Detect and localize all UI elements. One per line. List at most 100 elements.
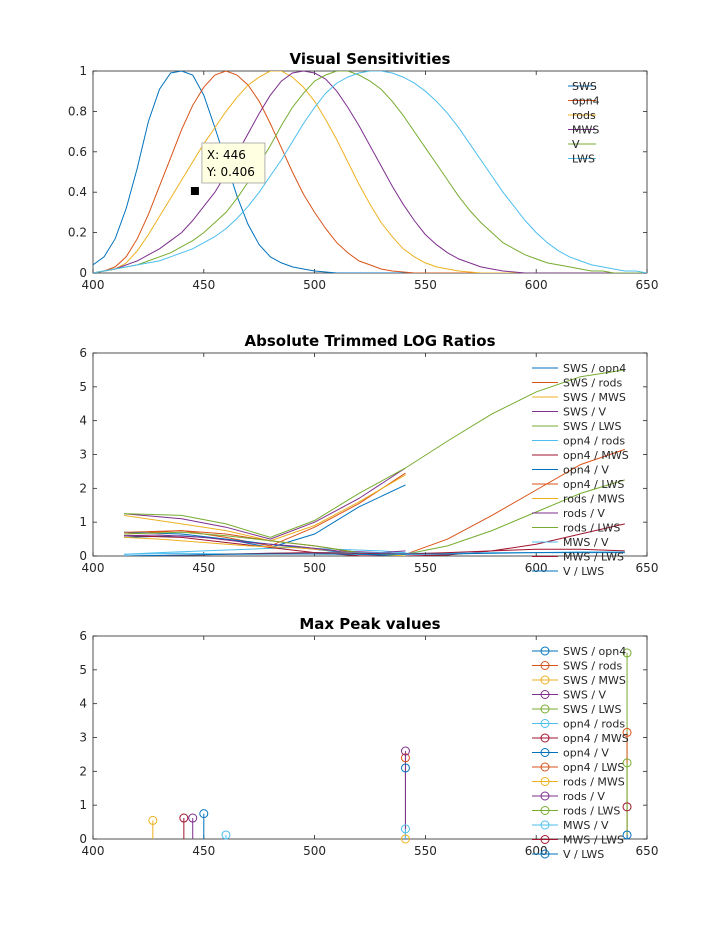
stem-marker: [400, 824, 410, 834]
legend-item: SWS / opn4: [532, 362, 626, 375]
legend-item: V / LWS: [532, 848, 604, 861]
legend-item: SWS / rods: [532, 377, 623, 390]
stem-marker: [400, 763, 410, 773]
y-tick-label: 0: [79, 832, 87, 846]
y-tick-label: 0.8: [68, 104, 87, 118]
legend-item: LWS: [568, 153, 596, 166]
legend-label: rods: [572, 109, 596, 122]
legend-item: opn4: [568, 95, 600, 108]
legend-label: SWS / LWS: [563, 703, 622, 716]
legend-label: V: [572, 138, 580, 151]
series-line: [93, 71, 647, 273]
axes-1: Visual Sensitivities 400 450 500 550 600 650 0 0…: [68, 50, 659, 292]
legend-label: rods / V: [563, 507, 605, 520]
stem-marker: [148, 815, 158, 825]
y-tick-label: 2: [79, 481, 87, 495]
legend-label: SWS / rods: [563, 377, 623, 390]
legend-marker: [540, 690, 550, 699]
legend-marker: [540, 791, 550, 801]
legend-item: rods / LWS: [532, 522, 620, 535]
stem-marker: [179, 813, 189, 823]
legend-label: MWS / V: [563, 536, 609, 549]
legend-label: opn4 / MWS: [563, 449, 629, 462]
series-group: [152, 652, 628, 839]
legend-marker: [540, 762, 550, 772]
y-tick-label: 1: [79, 798, 87, 812]
legend-item: SWS / opn4: [532, 645, 626, 658]
legend-item: rods / MWS: [532, 776, 625, 789]
legend-item: rods / MWS: [532, 493, 625, 506]
legend-item: SWS: [568, 80, 597, 93]
x-tick-label: 500: [303, 561, 326, 575]
legend-label: opn4 / V: [563, 464, 609, 477]
legend-marker: [540, 704, 550, 714]
legend-marker: [540, 820, 550, 830]
legend-label: SWS / MWS: [563, 391, 626, 404]
x-tick-label: 400: [82, 278, 105, 292]
legend-label: opn4 / LWS: [563, 478, 624, 491]
y-tick-label: 6: [79, 346, 87, 360]
y-tick-label: 0.2: [68, 226, 87, 240]
y-tick-label: 0.4: [68, 185, 87, 199]
legend-item: SWS / V: [532, 689, 607, 702]
legend-item: opn4 / LWS: [532, 761, 624, 774]
legend-label: SWS / V: [563, 406, 607, 419]
series-line: [123, 534, 406, 554]
x-tick-label: 550: [414, 844, 437, 858]
legend-label: opn4 / MWS: [563, 732, 629, 745]
series-group: [93, 71, 647, 273]
series-group: [123, 369, 625, 556]
legend-item: MWS / V: [532, 536, 609, 549]
legend-label: SWS: [572, 80, 597, 93]
legend-label: opn4 / LWS: [563, 761, 624, 774]
legend-label: rods / V: [563, 790, 605, 803]
legend-label: rods / LWS: [563, 522, 620, 535]
legend-item: SWS / MWS: [532, 391, 626, 404]
legend-label: SWS / rods: [563, 660, 623, 673]
y-tick-label: 3: [79, 448, 87, 462]
legend-marker: [540, 719, 550, 728]
legend-item: rods / LWS: [532, 805, 620, 818]
stem-marker: [188, 813, 198, 823]
x-tick-label: 650: [636, 844, 659, 858]
legend-marker: [540, 835, 550, 844]
stem-marker: [622, 758, 632, 768]
x-tick-label: 400: [82, 561, 105, 575]
legend-label: MWS / LWS: [563, 551, 624, 564]
y-tick-label: 4: [79, 697, 87, 711]
datatip-x: X: 446: [207, 148, 246, 162]
legend-label: rods / MWS: [563, 493, 625, 506]
datatip-marker[interactable]: [190, 186, 199, 195]
legend-label: MWS / V: [563, 819, 609, 832]
legend-item: SWS / LWS: [532, 703, 622, 716]
y-tick-label: 5: [79, 380, 87, 394]
legend-item: MWS / V: [532, 819, 609, 832]
x-tick-label: 600: [525, 278, 548, 292]
y-tick-label: 1: [79, 64, 87, 78]
y-tick-label: 0: [79, 266, 87, 280]
stem-marker: [622, 727, 632, 737]
legend-item: opn4 / LWS: [532, 478, 624, 491]
legend-label: SWS / opn4: [563, 645, 626, 658]
legend-item: rods: [568, 109, 596, 122]
legend-marker: [540, 849, 550, 859]
stem-marker: [199, 809, 209, 819]
x-tick-label: 500: [303, 278, 326, 292]
stem-marker: [622, 830, 632, 840]
axes-3: Max Peak values 400 450 500 550 600 650 0 1 2 3 4 5 6…: [79, 615, 658, 861]
legend-marker: [540, 733, 550, 743]
legend-item: MWS / LWS: [532, 834, 624, 847]
datatip[interactable]: X: 446 Y: 0.406: [201, 142, 266, 184]
x-tick-label: 450: [192, 561, 215, 575]
legend-label: opn4 / rods: [563, 718, 625, 731]
y-tick-label: 0.6: [68, 145, 87, 159]
legend-marker: [540, 748, 550, 757]
plot-area: [92, 70, 648, 274]
series-line: [93, 71, 647, 273]
legend-label: rods / MWS: [563, 776, 625, 789]
stem-marker: [400, 753, 410, 763]
legend-marker: [540, 661, 550, 670]
legend-label: V / LWS: [563, 565, 604, 578]
